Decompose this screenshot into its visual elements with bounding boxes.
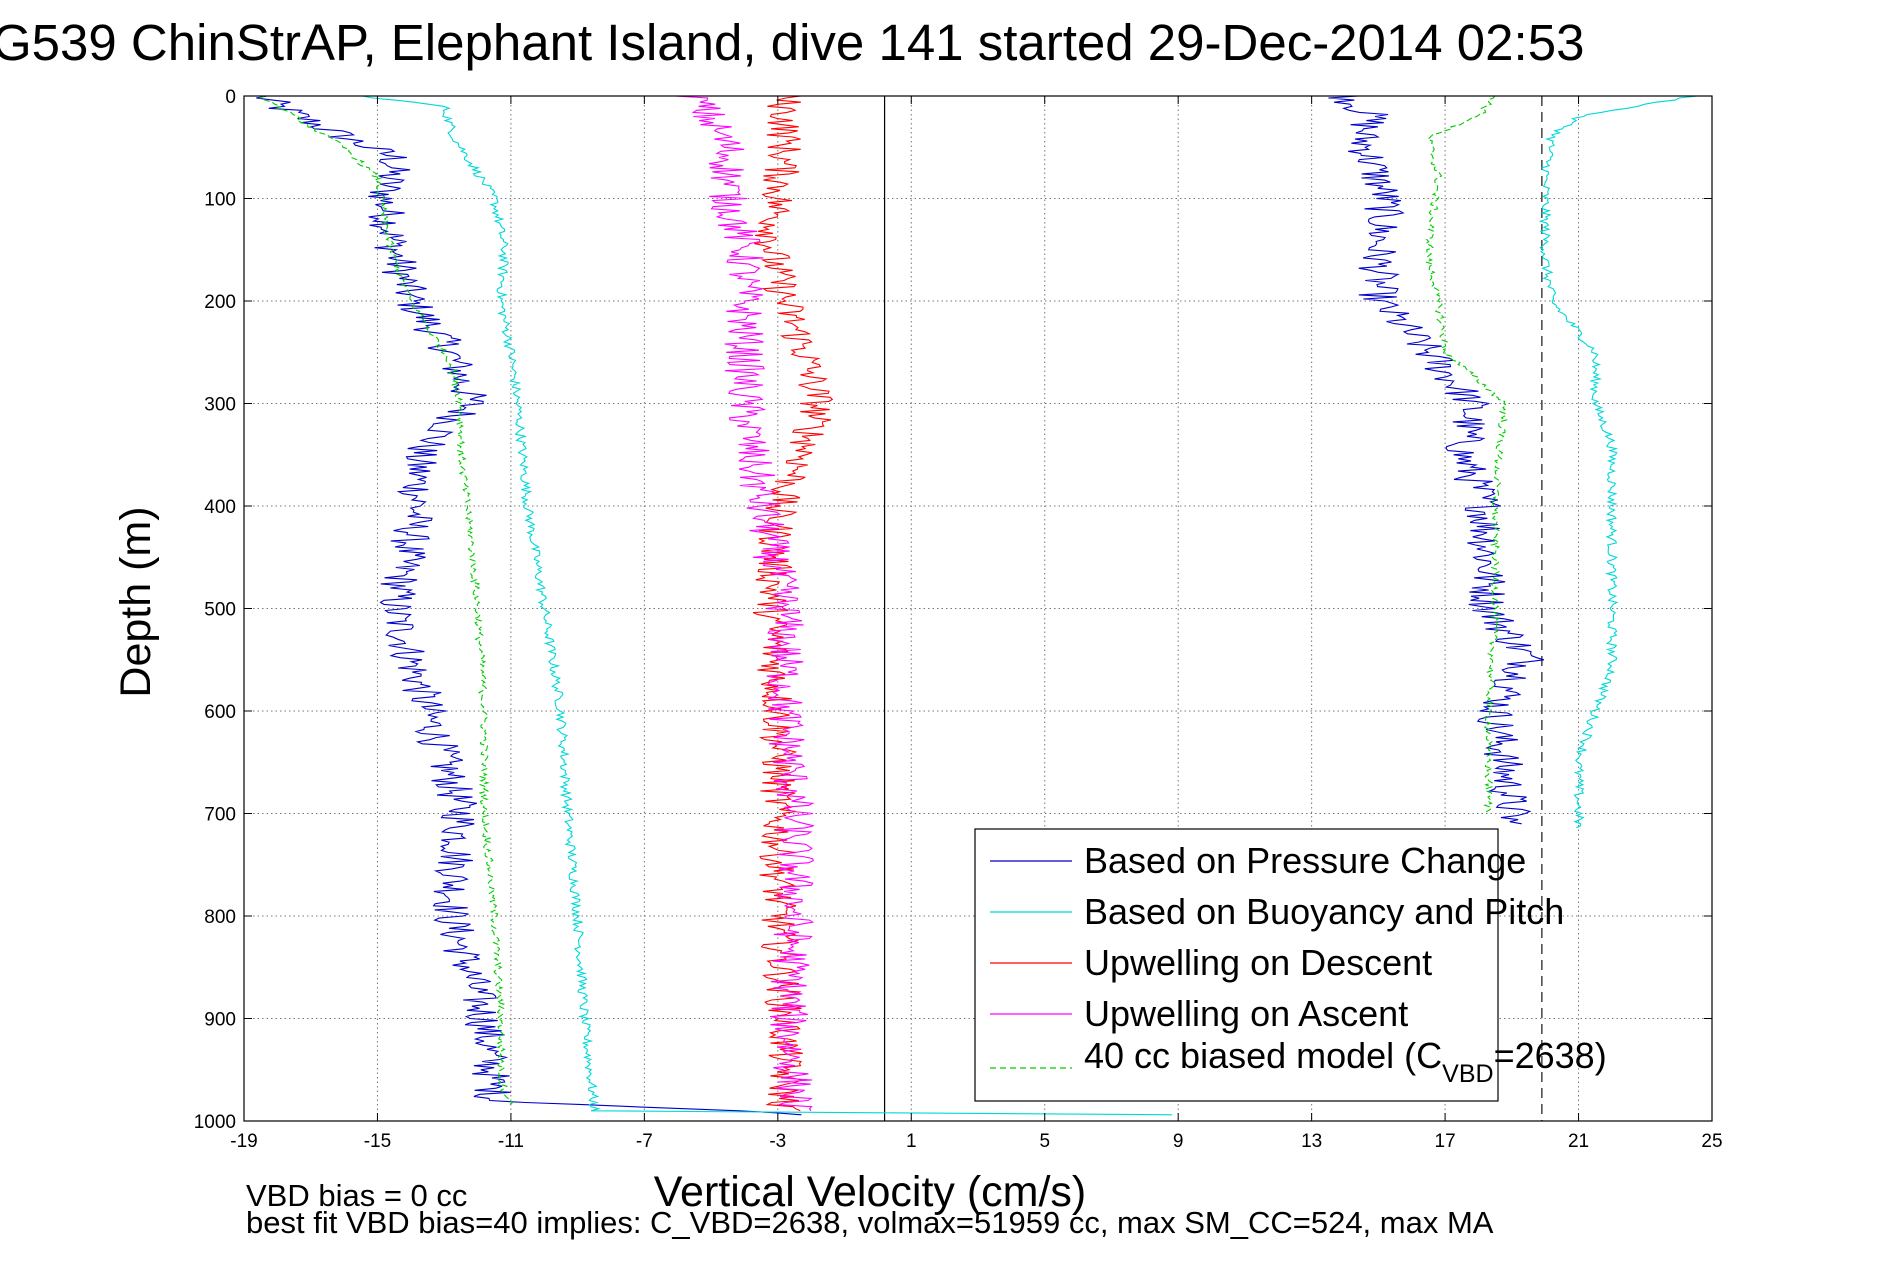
legend-model-prefix: 40 cc biased model (C <box>1084 1035 1442 1076</box>
y-tick-label: 300 <box>204 395 236 416</box>
x-tick-label: 5 <box>1039 1131 1050 1152</box>
axis-ticks <box>243 95 1713 1122</box>
y-tick-label: 400 <box>204 497 236 518</box>
x-tick-label: 9 <box>1173 1131 1184 1152</box>
x-tick-labels: -19 -15 -11 -7 -3 1 5 9 13 17 21 25 <box>230 1131 1722 1152</box>
y-tick-label: 900 <box>204 1010 236 1031</box>
footer-best-fit: best fit VBD bias=40 implies: C_VBD=2638… <box>246 1205 1494 1240</box>
x-tick-label: 21 <box>1568 1131 1589 1152</box>
legend-label-descent: Upwelling on Descent <box>1084 942 1432 983</box>
y-tick-label: 1000 <box>194 1112 236 1133</box>
legend-model-suffix: =2638) <box>1494 1035 1607 1076</box>
plot-area <box>256 95 1698 1116</box>
y-tick-label: 700 <box>204 805 236 826</box>
x-tick-label: 25 <box>1701 1131 1722 1152</box>
y-tick-labels: 0 100 200 300 400 500 600 700 800 900 1000 <box>194 87 236 1133</box>
x-tick-label: -3 <box>769 1131 786 1152</box>
x-axis-label: Vertical Velocity (cm/s) <box>654 1168 1087 1216</box>
legend-model-sub: VBD <box>1442 1060 1493 1088</box>
y-tick-label: 200 <box>204 292 236 313</box>
series-line-4-1 <box>1424 95 1509 814</box>
legend-label-buoyancy: Based on Buoyancy and Pitch <box>1084 891 1564 932</box>
y-tick-label: 800 <box>204 907 236 928</box>
y-tick-label: 100 <box>204 190 236 211</box>
legend-box <box>974 828 1499 1102</box>
series-line-1-1 <box>1538 95 1698 829</box>
y-axis-label: Depth (m) <box>112 506 160 697</box>
series-line-0-1 <box>1328 95 1545 825</box>
legend-label-ascent: Upwelling on Ascent <box>1084 993 1408 1034</box>
series-line-0-0 <box>256 95 802 1116</box>
reference-lines <box>883 96 1543 1121</box>
x-tick-label: -15 <box>364 1131 391 1152</box>
series-line-4-0 <box>258 95 514 1106</box>
x-tick-label: 17 <box>1435 1131 1456 1152</box>
series-line-1-0 <box>362 95 1173 1116</box>
y-tick-label: 500 <box>204 600 236 621</box>
legend: Based on Pressure Change Based on Buoyan… <box>974 828 1607 1102</box>
legend-label-model: 40 cc biased model (CVBD=2638) <box>1084 1035 1607 1088</box>
x-tick-label: 1 <box>906 1131 917 1152</box>
series-line-3-0 <box>674 95 815 1112</box>
x-tick-label: 13 <box>1301 1131 1322 1152</box>
legend-label-pressure: Based on Pressure Change <box>1084 840 1526 881</box>
chart-title: G539 ChinStrAP, Elephant Island, dive 14… <box>0 14 1584 71</box>
x-tick-label: -11 <box>498 1131 524 1152</box>
y-tick-label: 0 <box>225 87 236 108</box>
y-tick-label: 600 <box>204 702 236 723</box>
footer-vbd-bias: VBD bias = 0 cc <box>246 1178 467 1213</box>
x-tick-label: -7 <box>636 1131 653 1152</box>
x-tick-label: -19 <box>230 1131 257 1152</box>
series-line-2-0 <box>752 95 834 1112</box>
